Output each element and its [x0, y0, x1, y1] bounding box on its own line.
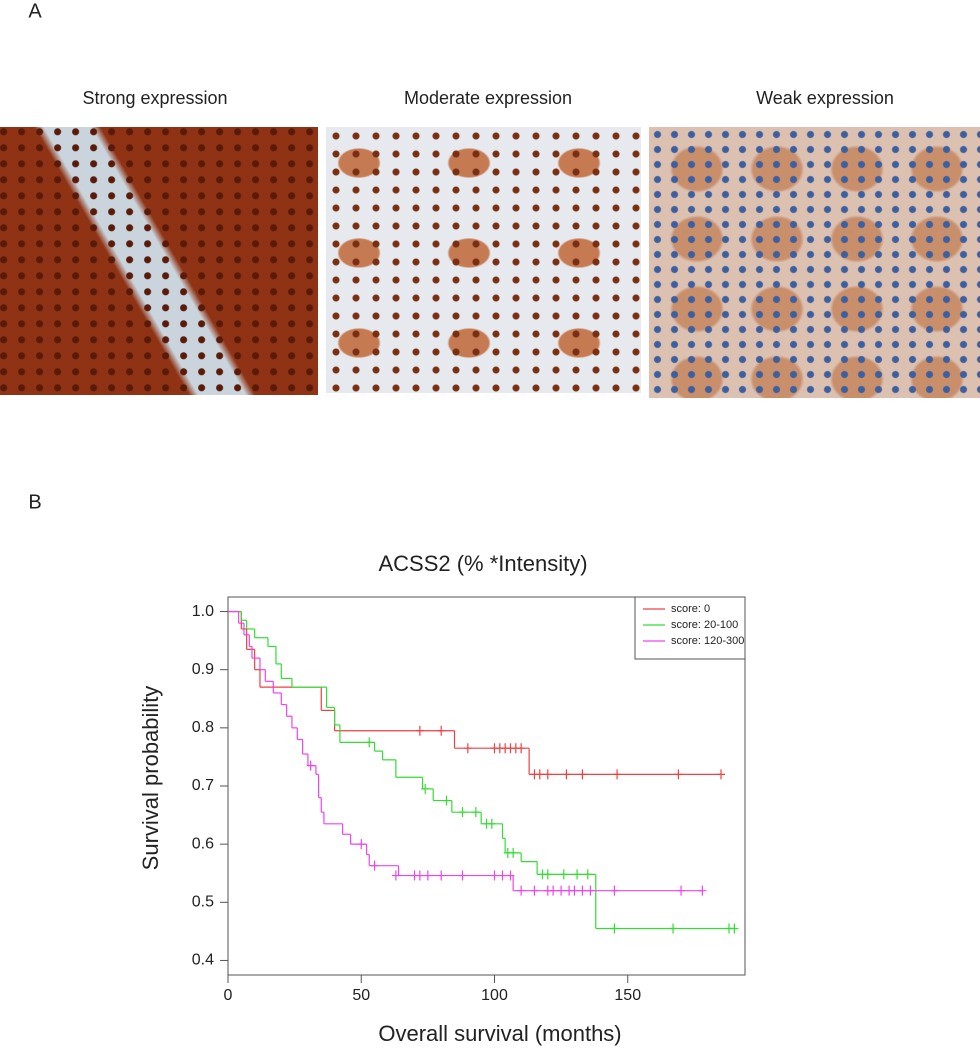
censor-mark — [487, 818, 496, 829]
censor-mark — [463, 743, 472, 754]
image-caption: Weak expression — [756, 88, 894, 108]
censor-mark — [586, 885, 595, 896]
histology-image — [0, 127, 318, 395]
censor-mark — [674, 769, 683, 780]
censor-mark — [517, 743, 526, 754]
censor-mark — [306, 760, 315, 771]
censor-mark — [610, 923, 619, 934]
y-axis-label: Survival probability — [138, 686, 163, 871]
x-tick-label: 150 — [614, 987, 641, 1004]
censor-mark — [543, 769, 552, 780]
chart-title: ACSS2 (% *Intensity) — [378, 551, 587, 576]
censor-mark — [506, 870, 515, 881]
censor-mark — [357, 839, 366, 850]
censor-mark — [437, 725, 446, 736]
y-tick-label: 0.8 — [192, 719, 214, 736]
censor-mark — [471, 807, 480, 818]
censor-mark — [578, 885, 587, 896]
y-tick-label: 0.6 — [192, 835, 214, 852]
censor-mark — [669, 923, 678, 934]
censor-mark — [535, 769, 544, 780]
censor-mark — [562, 769, 571, 780]
y-tick-label: 0.9 — [192, 661, 214, 678]
censor-mark — [437, 870, 446, 881]
censor-mark — [677, 885, 686, 896]
censor-mark — [573, 869, 582, 880]
censor-mark — [698, 885, 707, 896]
censor-mark — [421, 783, 430, 794]
censor-mark — [415, 870, 424, 881]
censor-mark — [458, 807, 467, 818]
censor-mark — [613, 769, 622, 780]
image-caption: Moderate expression — [404, 88, 572, 108]
x-tick-label: 0 — [224, 987, 233, 1004]
panel-label: A — [28, 0, 42, 22]
censor-mark — [570, 885, 579, 896]
censor-mark — [442, 795, 451, 806]
censor-mark — [730, 923, 739, 934]
legend-label: score: 20-100 — [671, 619, 738, 631]
censor-mark — [498, 870, 507, 881]
censor-mark — [365, 737, 374, 748]
censor-mark — [549, 885, 558, 896]
censor-mark — [717, 769, 726, 780]
censor-mark — [415, 725, 424, 736]
censor-mark — [517, 885, 526, 896]
y-tick-label: 0.7 — [192, 777, 214, 794]
censor-mark — [610, 885, 619, 896]
histology-image — [649, 127, 980, 398]
censor-mark — [458, 870, 467, 881]
censor-mark — [490, 870, 499, 881]
censor-mark — [509, 847, 518, 858]
y-tick-label: 1.0 — [192, 603, 214, 620]
panel-label: B — [28, 491, 41, 513]
censor-mark — [557, 885, 566, 896]
image-caption: Strong expression — [82, 88, 227, 108]
legend-box — [634, 596, 746, 660]
histology-image — [326, 127, 641, 393]
legend-label: score: 0 — [671, 603, 710, 615]
censor-mark — [530, 885, 539, 896]
x-tick-label: 100 — [481, 987, 508, 1004]
censor-mark — [423, 870, 432, 881]
censor-mark — [370, 860, 379, 871]
censor-mark — [578, 769, 587, 780]
x-axis-label: Overall survival (months) — [378, 1021, 621, 1046]
x-tick-label: 50 — [352, 987, 370, 1004]
censor-mark — [391, 870, 400, 881]
y-tick-label: 0.4 — [192, 952, 214, 969]
censor-mark — [559, 869, 568, 880]
censor-mark — [583, 869, 592, 880]
legend-label: score: 120-300 — [671, 635, 744, 647]
censor-mark — [543, 869, 552, 880]
y-tick-label: 0.5 — [192, 894, 214, 911]
